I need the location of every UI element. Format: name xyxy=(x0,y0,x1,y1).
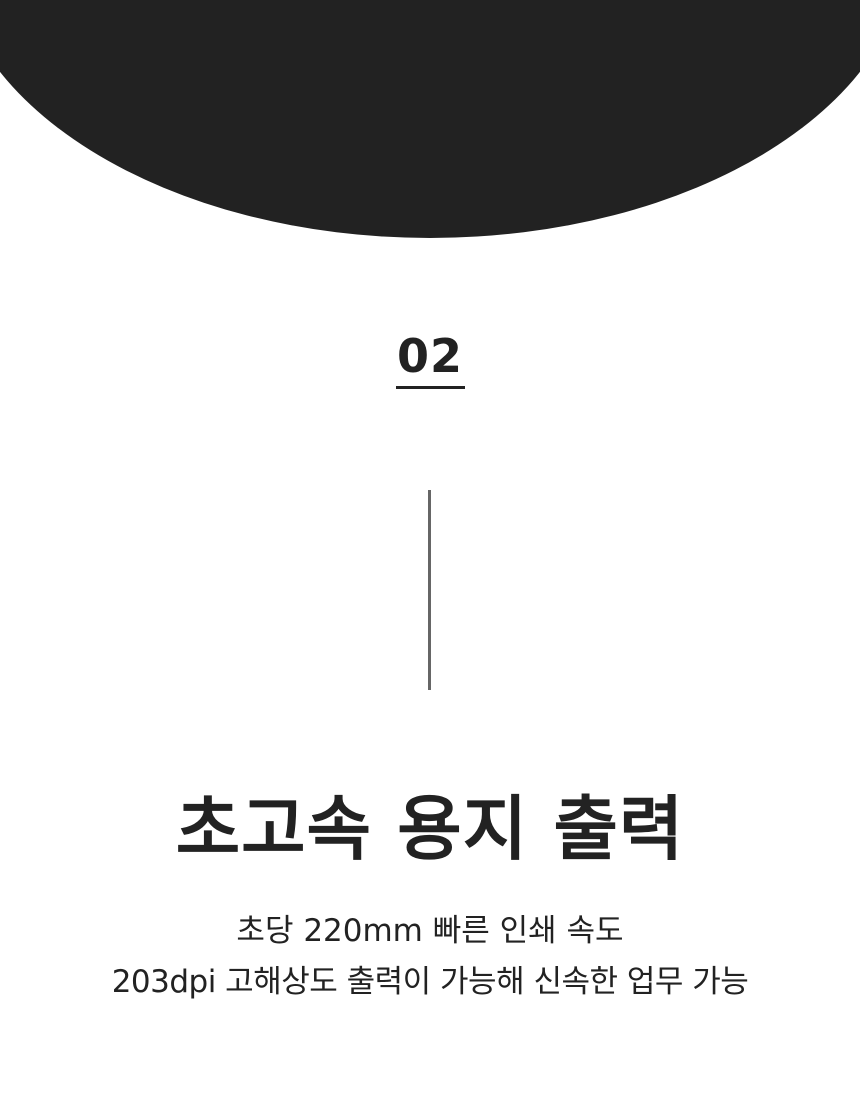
feature-description-line-1: 초당 220mm 빠른 인쇄 속도 xyxy=(236,913,624,949)
section-number-underline xyxy=(396,386,465,389)
section-number: 02 xyxy=(396,329,463,383)
feature-headline: 초고속 용지 출력 xyxy=(175,788,685,870)
top-decorative-shape xyxy=(0,0,860,238)
feature-description-line-2: 203dpi 고해상도 출력이 가능해 신속한 업무 가능 xyxy=(111,964,749,1000)
vertical-divider xyxy=(428,490,431,690)
